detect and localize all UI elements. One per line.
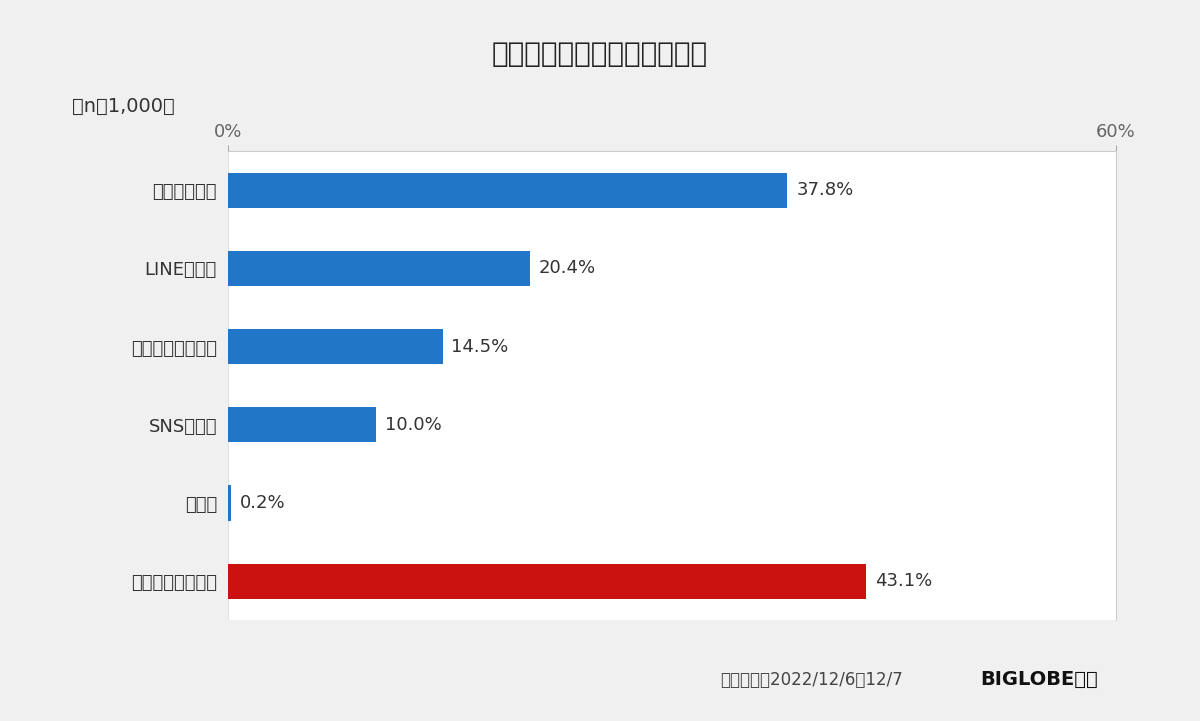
Bar [228, 564, 866, 598]
Text: （n＝1,000）: （n＝1,000） [72, 97, 175, 116]
Text: 0.2%: 0.2% [240, 494, 286, 512]
Bar [228, 485, 230, 521]
Text: 37.8%: 37.8% [797, 181, 853, 199]
Bar [228, 329, 443, 364]
Text: 14.5%: 14.5% [451, 337, 509, 355]
Bar [228, 407, 376, 443]
Text: 43.1%: 43.1% [875, 572, 932, 590]
Bar [228, 251, 530, 286]
Text: 調査期間：2022/12/6〜12/7: 調査期間：2022/12/6〜12/7 [720, 671, 902, 689]
Text: 20.4%: 20.4% [539, 260, 596, 278]
Text: 10.0%: 10.0% [385, 416, 442, 434]
Text: BIGLOBE調べ: BIGLOBE調べ [980, 670, 1098, 689]
Text: 年賀状の送り方（複数回答）: 年賀状の送り方（複数回答） [492, 40, 708, 68]
Bar [228, 173, 787, 208]
